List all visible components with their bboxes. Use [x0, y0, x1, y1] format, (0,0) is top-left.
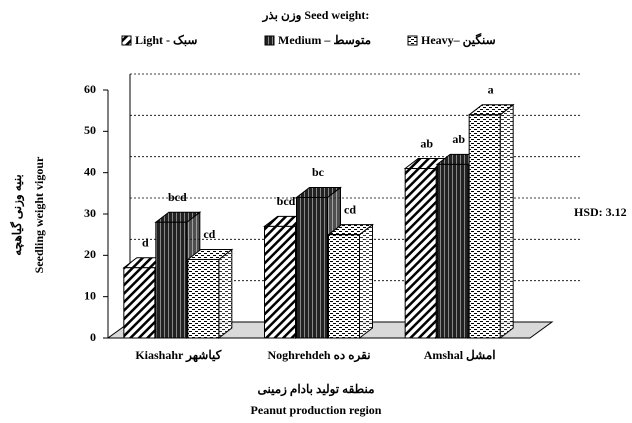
data-label: d	[142, 235, 149, 249]
y-tick-label: 40	[84, 164, 96, 178]
x-axis-label: منطقه تولید بادام زمینی	[257, 382, 374, 397]
data-label: ab	[452, 132, 465, 146]
x-axis-label: Peanut production region	[251, 403, 382, 417]
chart-title: وزن بذر Seed weight:	[262, 8, 370, 23]
annotation: HSD: 3.12	[574, 205, 627, 219]
bar	[468, 114, 501, 339]
bar-side	[218, 248, 233, 340]
legend-label: Light - سبک	[135, 33, 197, 47]
y-tick-label: 0	[90, 330, 96, 344]
y-tick-label: 30	[84, 206, 96, 220]
x-tick-label: Noghrehdeh نقره ده	[267, 348, 370, 363]
bar	[264, 225, 296, 339]
data-label: ab	[420, 136, 433, 150]
bar-side	[359, 223, 373, 340]
legend-label: Medium – متوسط	[278, 33, 371, 48]
y-tick-label: 20	[84, 247, 96, 261]
data-label: bcd	[168, 190, 187, 204]
bar	[155, 221, 188, 339]
data-label: cd	[344, 202, 356, 216]
y-axis-label: Seedling weight vigour	[32, 156, 46, 273]
legend-swatch	[121, 35, 132, 46]
bar	[404, 168, 437, 339]
legend-swatch	[407, 35, 418, 46]
legend-label: Heavy– سنگین	[421, 32, 496, 48]
bar	[296, 196, 328, 339]
data-label: a	[488, 83, 494, 97]
data-label: bcd	[277, 194, 296, 208]
x-tick-label: Amshal امشل	[424, 348, 496, 362]
y-tick-label: 10	[84, 288, 96, 302]
bar	[328, 234, 360, 339]
data-label: bc	[312, 165, 325, 179]
data-label: cd	[203, 227, 215, 241]
legend-swatch	[264, 35, 275, 46]
bar-side	[499, 103, 514, 340]
x-tick-label: Kiashahr کیاشهر	[135, 348, 221, 363]
bar	[187, 258, 220, 339]
y-axis-label: بنیه وزنی گیاهچه	[9, 174, 25, 255]
bar	[123, 267, 156, 339]
bar	[436, 163, 469, 339]
y-tick-label: 50	[84, 123, 96, 137]
y-tick-label: 60	[84, 82, 96, 96]
